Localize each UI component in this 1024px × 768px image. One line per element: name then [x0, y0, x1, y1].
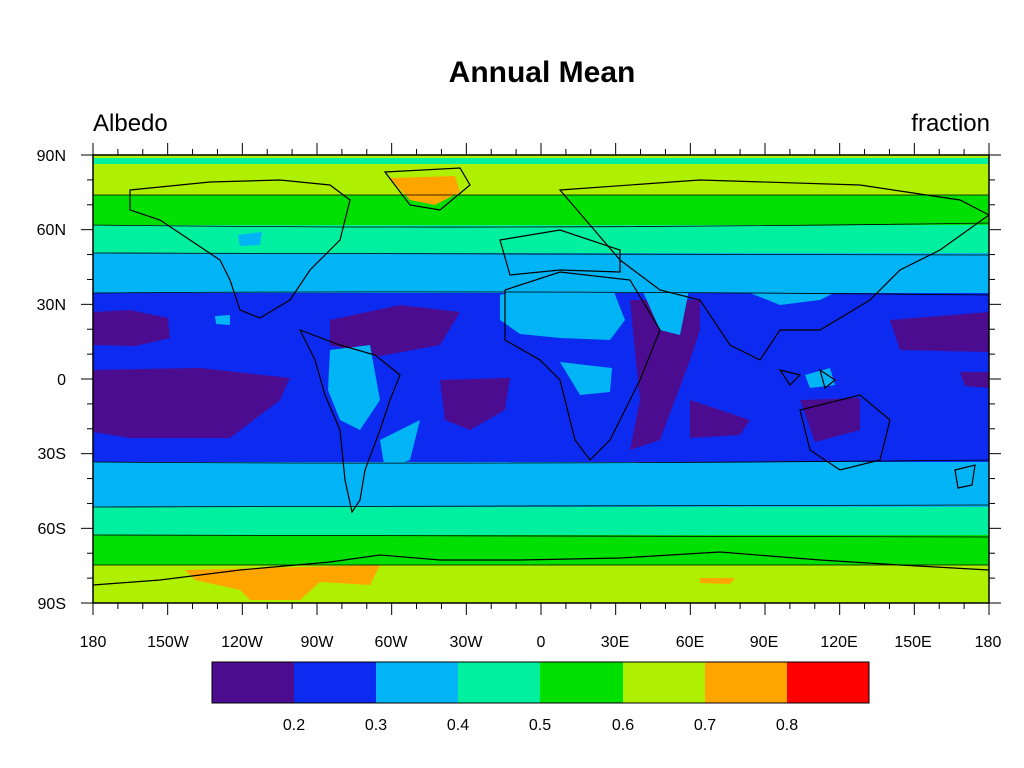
colorbar-label: 0.5 [529, 717, 551, 734]
central-asia [700, 255, 880, 305]
y-tick-label: 60N [37, 222, 66, 239]
colorbar [211, 661, 870, 704]
australia-coast [799, 394, 891, 471]
north-america-coast [129, 179, 351, 319]
arabia [640, 285, 690, 335]
south-high-lat-band [93, 535, 989, 565]
south-subtropic-band [93, 462, 989, 507]
coastlines [93, 167, 989, 586]
west-pacific-low-2 [960, 372, 989, 388]
x-tick-label: 120W [221, 634, 264, 651]
atlantic-north-low [330, 305, 460, 356]
x-tick-label: 150W [147, 634, 190, 651]
y-tick-label: 90N [37, 148, 66, 165]
colorbar-frame [211, 661, 870, 704]
plot-title: Annual Mean [448, 56, 636, 89]
nw-america-patch [238, 232, 262, 246]
colorbar-label: 0.2 [283, 717, 305, 734]
west-pacific-low [890, 312, 989, 352]
atlantic-south-low [440, 378, 510, 430]
arctic-band-inner [93, 158, 989, 164]
colorbar-label: 0.3 [365, 717, 387, 734]
x-tick-label: 30E [601, 634, 629, 651]
colorbar-box-0 [212, 662, 294, 703]
patagonia-bright [380, 420, 420, 470]
units-label: fraction [911, 110, 990, 137]
y-tick-label: 60S [38, 521, 66, 538]
sahara [500, 278, 625, 340]
tick-marks [81, 143, 1001, 615]
y-tick-label: 30N [37, 297, 66, 314]
colorbar-label: 0.7 [694, 717, 716, 734]
colorbar-labels: 0.2 0.3 0.4 0.5 0.6 0.7 0.8 [283, 717, 798, 734]
south-america-coast [298, 328, 401, 514]
europe-coast [499, 229, 621, 276]
kalahari [560, 362, 612, 395]
colorbar-box-5 [623, 662, 705, 703]
colorbar-box-7 [787, 662, 869, 703]
colorbar-box-1 [294, 662, 376, 703]
y-tick-label: 30S [38, 446, 66, 463]
colorbar-label: 0.8 [776, 717, 798, 734]
north-high-lat-band [93, 195, 989, 225]
colorbar-box-6 [705, 662, 787, 703]
y-tick-labels: 90N 60N 30N 0 30S 60S 90S [37, 148, 66, 613]
variable-label: Albedo [93, 110, 168, 137]
x-tick-label: 60E [676, 634, 704, 651]
x-tick-label: 30W [450, 634, 484, 651]
x-tick-label: 120E [820, 634, 857, 651]
asia-coast [558, 179, 989, 361]
indian-ocean-low-2 [690, 400, 750, 438]
x-tick-label: 150E [894, 634, 931, 651]
antarctica-high [185, 565, 380, 600]
greenland-high [390, 176, 460, 205]
borneo-bright [805, 368, 835, 388]
south-america-bright [328, 345, 380, 430]
x-tick-label: 90E [750, 634, 778, 651]
colorbar-box-3 [458, 662, 540, 703]
africa-coast [504, 271, 661, 461]
x-tick-labels: 180 150W 120W 90W 60W 30W 0 30E 60E 90E … [80, 634, 1002, 651]
antarctica-patch [700, 578, 735, 584]
south-mid-lat-band [93, 507, 989, 535]
x-tick-label: 180 [80, 634, 107, 651]
greenland-coast [383, 167, 471, 211]
y-tick-label: 90S [38, 596, 66, 613]
x-tick-label: 60W [375, 634, 409, 651]
contour-lines [93, 194, 989, 566]
colorbar-box-4 [540, 662, 623, 703]
colorbar-label: 0.4 [447, 717, 469, 734]
pacific-south-low [93, 368, 290, 438]
north-mid-lat-band [93, 225, 989, 253]
colorbar-box-2 [376, 662, 458, 703]
indian-ocean-low [630, 300, 700, 450]
antarctica-coast [93, 551, 989, 586]
australia-low [800, 398, 860, 442]
x-tick-label: 180 [975, 634, 1002, 651]
y-tick-label: 0 [57, 372, 66, 389]
albedo-field [93, 155, 989, 603]
baja-patch [215, 315, 230, 325]
x-tick-label: 90W [301, 634, 335, 651]
new-zealand-coast [954, 464, 976, 489]
colorbar-label: 0.6 [612, 717, 634, 734]
pacific-north-low [93, 310, 170, 346]
indonesia-coast [778, 368, 837, 390]
x-tick-label: 0 [537, 634, 546, 651]
